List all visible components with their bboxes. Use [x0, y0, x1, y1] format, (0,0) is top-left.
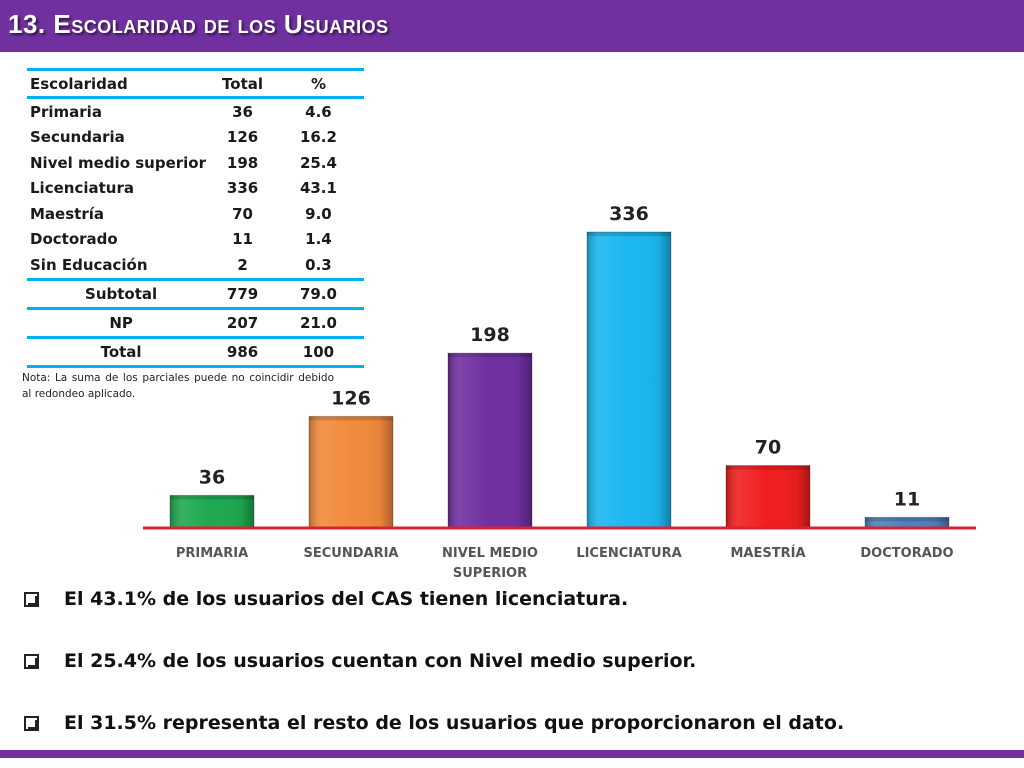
- table-cell-total: 70: [232, 204, 253, 223]
- table-cell-percent: 25.4: [299, 153, 337, 172]
- bar-6: [864, 516, 950, 528]
- table-row-total: Total 986 100: [27, 335, 364, 368]
- category-label: DOCTORADO: [860, 546, 953, 561]
- footer-bar: [0, 748, 1024, 768]
- np-percent: 21.0: [272, 306, 364, 337]
- category-label: PRIMARIA: [176, 546, 248, 561]
- bar-top-edge: [587, 232, 671, 236]
- category-label: SECUNDARIA: [304, 546, 399, 561]
- bullet-text: El 31.5% representa el resto de los usua…: [64, 712, 845, 734]
- data-label: 36: [199, 466, 225, 488]
- table-cell-percent: 9.0: [305, 204, 332, 223]
- table-cell-total: 126: [226, 128, 259, 147]
- total-label: Total: [27, 335, 213, 368]
- table-header-escolaridad: Escolaridad: [27, 68, 213, 99]
- table-cell-total: 198: [226, 153, 259, 172]
- bar-top-edge: [448, 353, 532, 358]
- table-cell-label: Doctorado: [30, 230, 118, 249]
- data-label: 11: [894, 488, 920, 510]
- category-label: NIVEL MEDIO: [442, 546, 538, 561]
- table-cell-label: Licenciatura: [30, 179, 134, 198]
- table-row-subtotal: Subtotal 779 79.0: [27, 277, 364, 308]
- bar-shine: [170, 495, 254, 527]
- data-label: 198: [470, 324, 510, 346]
- bar-4: [586, 231, 672, 528]
- chart-bars: [169, 231, 950, 528]
- bar-top-edge: [170, 495, 254, 500]
- bar-top-edge: [726, 465, 810, 470]
- table-cell-percent: 43.1: [299, 179, 337, 198]
- table-header-percent: %: [272, 68, 364, 99]
- schooling-bar-chart: 36 PRIMARIA 126 SECUNDARIA 198 NIVEL MEDIO SUP…: [143, 203, 976, 581]
- table-cell-total: 2: [237, 255, 248, 274]
- bullet-text: El 43.1% de los usuarios del CAS tienen …: [64, 588, 629, 610]
- table-cell-label: Nivel medio superior: [30, 153, 206, 172]
- bar-top-edge: [309, 416, 393, 421]
- subtotal-percent: 79.0: [272, 277, 364, 308]
- table-row: Maestría 70 9.0: [27, 201, 364, 227]
- schooling-table: Escolaridad Total % Primaria 36 4.6 Secu…: [27, 68, 364, 368]
- bar-shine: [865, 517, 949, 527]
- chart-labels: 36 PRIMARIA 126 SECUNDARIA 198 NIVEL MEDIO SUP…: [176, 203, 954, 581]
- bullet-text: El 25.4% de los usuarios cuentan con Niv…: [64, 650, 697, 672]
- bar-3: [447, 352, 533, 528]
- bar-5: [725, 465, 811, 528]
- bar-top-edge: [865, 517, 949, 522]
- category-label: MAESTRÍA: [730, 545, 805, 561]
- category-label: SUPERIOR: [453, 566, 527, 581]
- table-row: Nivel medio superior 198 25.4: [27, 150, 364, 176]
- data-label: 70: [755, 437, 781, 459]
- bar-2: [308, 415, 394, 528]
- table-cell-percent: 4.6: [305, 102, 332, 121]
- total-percent: 100: [272, 335, 364, 368]
- page-title: 13. Escolaridad de los Usuarios: [8, 9, 389, 39]
- table-header-row: Escolaridad Total %: [27, 68, 364, 99]
- bar-shine: [448, 353, 532, 527]
- checkbox-bullet-icon: [24, 654, 39, 669]
- table-cell-percent: 1.4: [305, 230, 332, 249]
- table-cell-label: Maestría: [30, 204, 104, 223]
- np-label: NP: [27, 306, 213, 337]
- table-note: Nota: La suma de los parciales puede no …: [22, 372, 334, 400]
- data-label: 126: [331, 387, 371, 409]
- table-row: Licenciatura 336 43.1: [27, 176, 364, 202]
- bar-shine: [587, 232, 671, 527]
- checkbox-bullet-icon: [24, 716, 39, 731]
- np-total: 207: [212, 306, 273, 337]
- bar-shine: [726, 465, 810, 527]
- table-header-total: Total: [212, 68, 273, 99]
- category-label: LICENCIATURA: [576, 546, 681, 561]
- table-row: Doctorado 11 1.4: [27, 227, 364, 253]
- table-cell-label: Secundaria: [30, 128, 125, 147]
- table-row-np: NP 207 21.0: [27, 306, 364, 337]
- subtotal-total: 779: [212, 277, 273, 308]
- subtotal-label: Subtotal: [27, 277, 213, 308]
- bar-1: [169, 494, 255, 528]
- table-cell-total: 336: [226, 179, 259, 198]
- table-cell-label: Primaria: [30, 102, 102, 121]
- total-total: 986: [212, 335, 273, 368]
- table-cell-percent: 0.3: [305, 255, 332, 274]
- table-row: Sin Educación 2 0.3: [27, 252, 364, 279]
- table-cell-total: 36: [232, 102, 253, 121]
- bar-shine: [309, 416, 393, 527]
- checkbox-bullet-icon: [24, 592, 39, 607]
- table-cell-total: 11: [232, 230, 253, 249]
- header-bar: 13. Escolaridad de los Usuarios: [0, 0, 1024, 52]
- table-row: Secundaria 126 16.2: [27, 125, 364, 151]
- table-cell-percent: 16.2: [299, 128, 337, 147]
- table-cell-label: Sin Educación: [30, 255, 148, 274]
- table-row: Primaria 36 4.6: [27, 98, 364, 125]
- data-label: 336: [609, 203, 649, 225]
